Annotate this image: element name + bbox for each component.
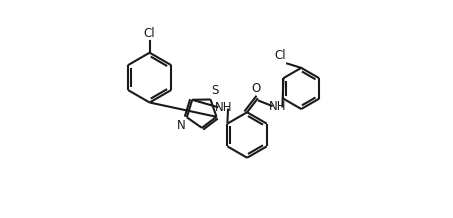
Text: O: O	[251, 82, 260, 95]
Text: S: S	[212, 84, 219, 97]
Text: Cl: Cl	[275, 49, 286, 62]
Text: Cl: Cl	[144, 27, 155, 40]
Text: NH: NH	[269, 100, 286, 113]
Text: NH: NH	[215, 101, 232, 114]
Text: N: N	[177, 119, 186, 132]
